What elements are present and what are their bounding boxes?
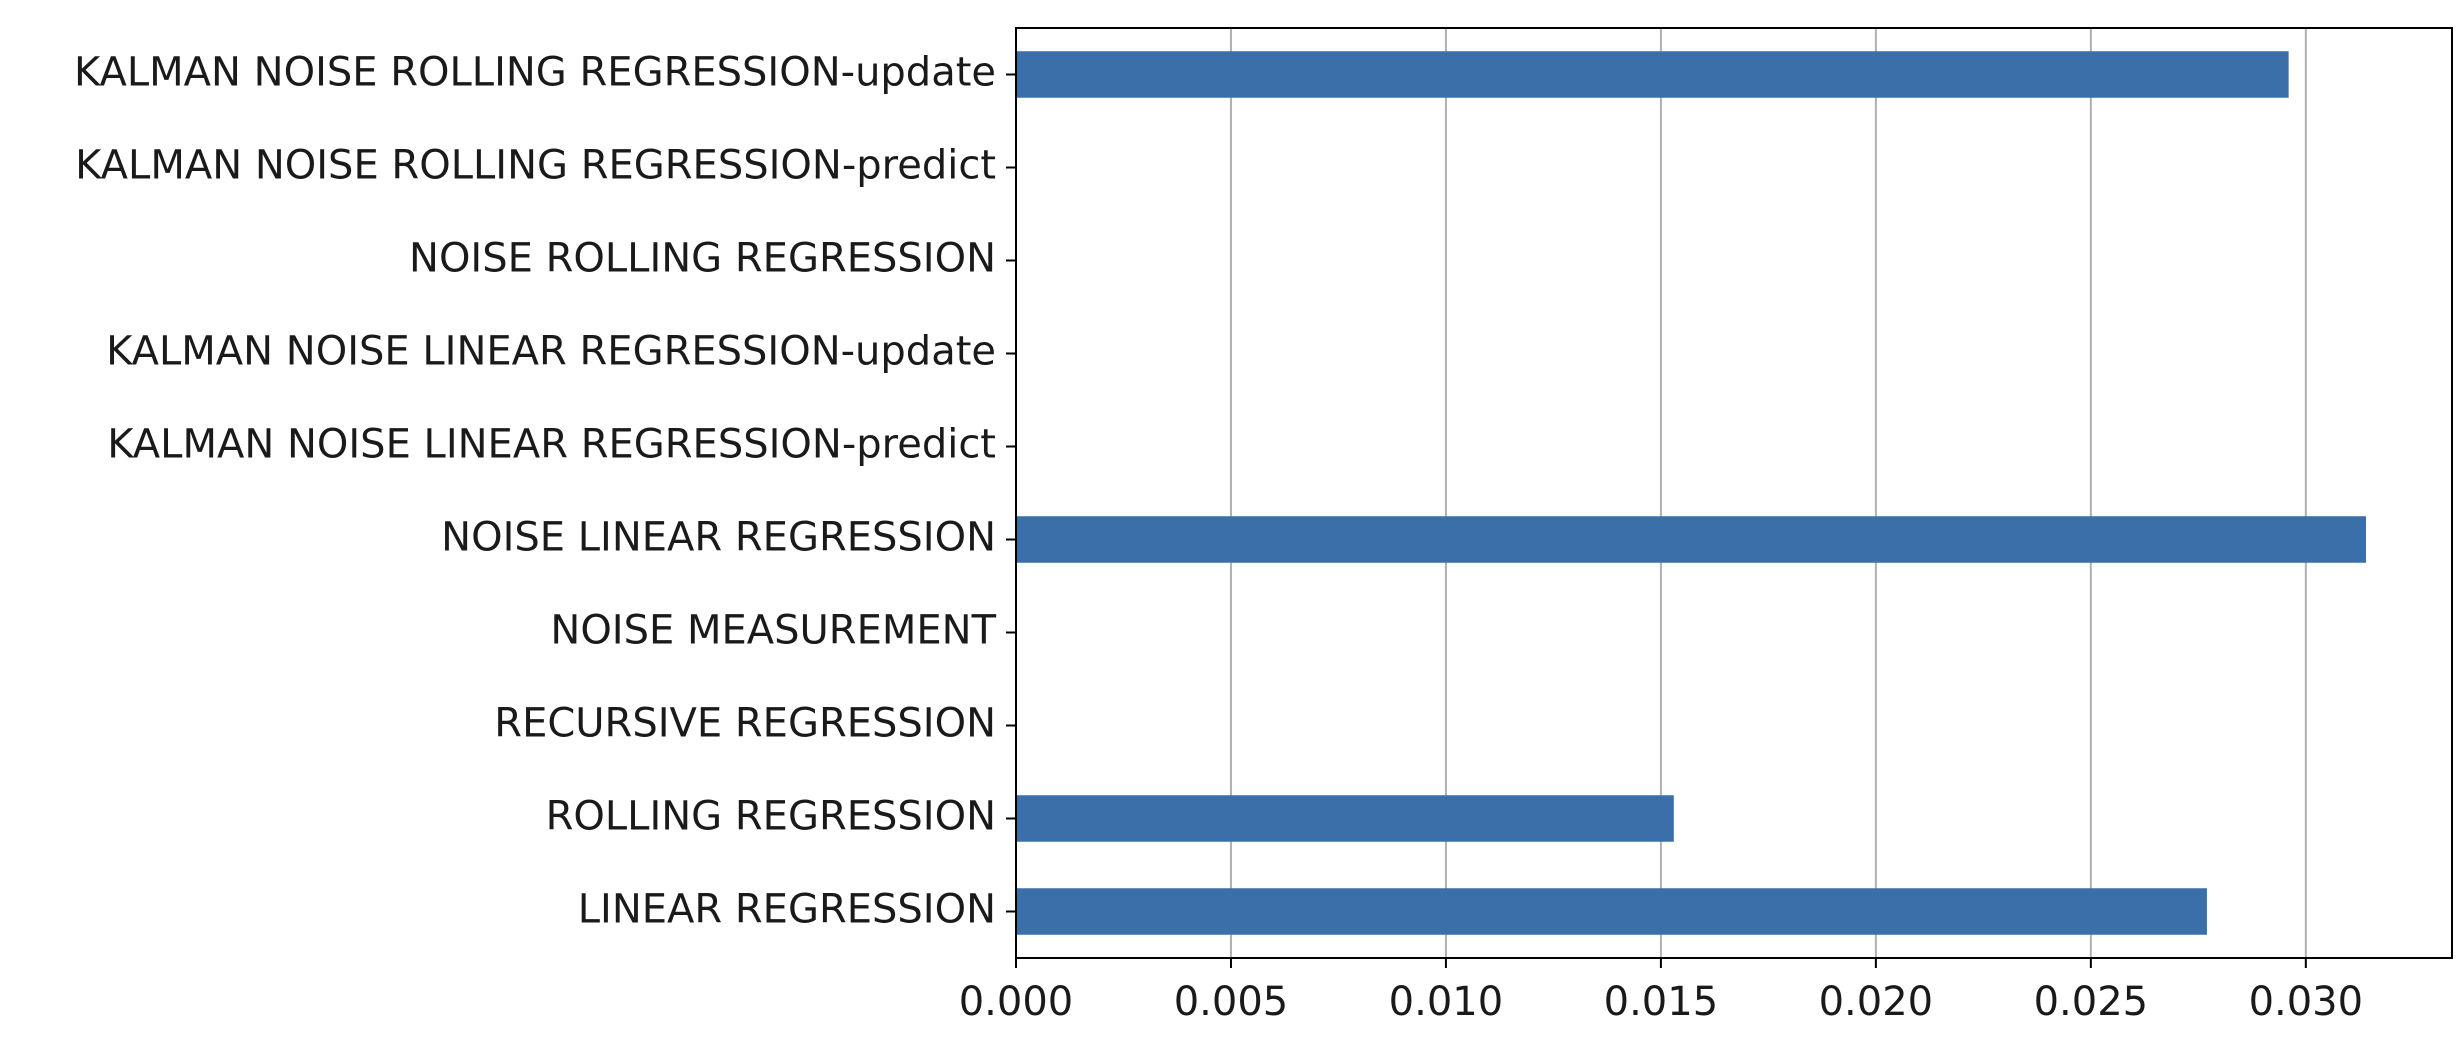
y-tick-label: LINEAR REGRESSION	[578, 887, 996, 933]
x-tick-label: 0.005	[1174, 979, 1289, 1025]
bar	[1016, 51, 2289, 98]
bar	[1016, 516, 2367, 563]
bar	[1016, 888, 2207, 935]
y-tick-label: ROLLING REGRESSION	[546, 794, 996, 840]
x-tick-label: 0.010	[1389, 979, 1504, 1025]
x-tick-label: 0.015	[1604, 979, 1719, 1025]
y-tick-label: NOISE ROLLING REGRESSION	[409, 236, 996, 282]
x-tick-label: 0.000	[959, 979, 1074, 1025]
y-tick-label: KALMAN NOISE ROLLING REGRESSION-update	[74, 50, 996, 96]
y-tick-label: KALMAN NOISE LINEAR REGRESSION-predict	[107, 422, 996, 468]
x-tick-label: 0.030	[2249, 979, 2364, 1025]
plot-frame	[1015, 27, 2453, 959]
x-tick-label: 0.020	[1819, 979, 1934, 1025]
y-tick-label: NOISE MEASUREMENT	[550, 608, 996, 654]
y-tick-label: RECURSIVE REGRESSION	[494, 701, 996, 747]
x-tick-label: 0.025	[2034, 979, 2149, 1025]
y-tick-label: KALMAN NOISE LINEAR REGRESSION-update	[106, 329, 996, 375]
y-tick-label: NOISE LINEAR REGRESSION	[441, 515, 996, 561]
bar	[1016, 795, 1674, 842]
y-tick-label: KALMAN NOISE ROLLING REGRESSION-predict	[75, 143, 996, 189]
